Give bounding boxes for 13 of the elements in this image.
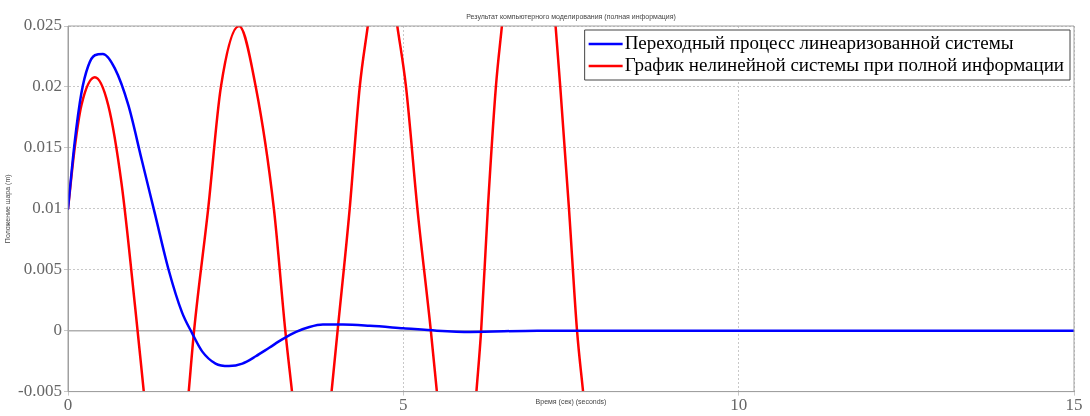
y-tick-label: 0.01 (32, 198, 62, 218)
legend-label: График нелинейной системы при полной информации (624, 53, 1064, 75)
y-tick-label: 0.02 (32, 76, 62, 96)
line-series (68, 52, 1074, 368)
y-tick-label: 0.005 (23, 259, 62, 279)
legend-label: Переходный процесс линеаризованной системы (624, 31, 1014, 53)
x-tick-label: 15 (1065, 395, 1083, 415)
y-tick-label: 0.015 (23, 137, 62, 157)
x-tick-label: 10 (730, 395, 748, 415)
x-tick-label: 5 (399, 395, 408, 415)
y-tick-label: 0.025 (23, 15, 62, 35)
y-tick-label: 0 (53, 320, 62, 340)
y-tick-label: -0.005 (18, 381, 62, 401)
